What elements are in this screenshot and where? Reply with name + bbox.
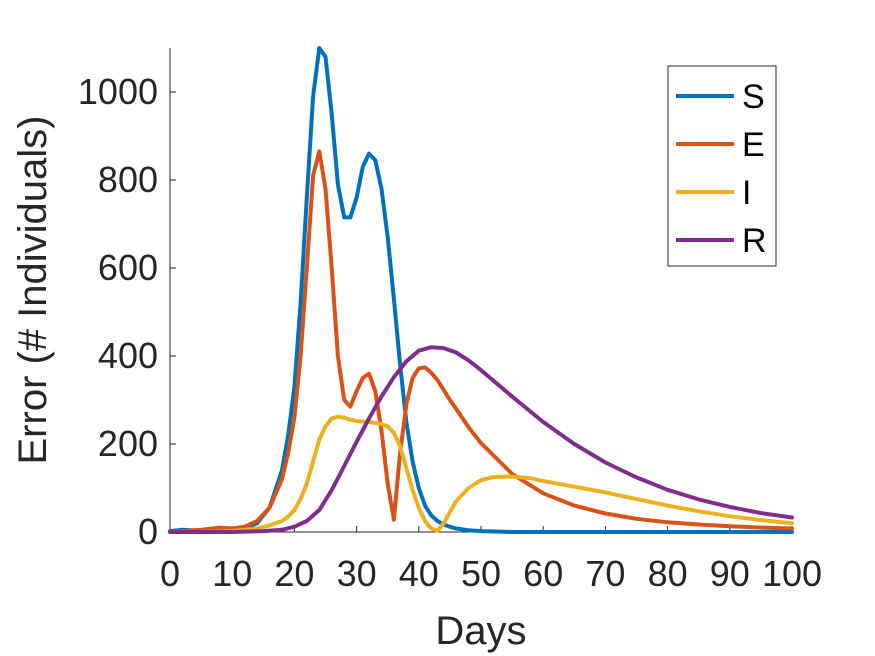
y-tick-label: 0 (138, 511, 158, 552)
legend-label-e: E (742, 126, 765, 164)
x-tick-label: 80 (648, 553, 688, 594)
x-axis-label: Days (435, 609, 526, 653)
legend-label-s: S (742, 78, 765, 116)
series-line-e (168, 149, 794, 534)
x-tick-label: 0 (160, 553, 180, 594)
y-tick-label: 400 (98, 335, 158, 376)
legend-label-r: R (742, 222, 767, 260)
x-tick-label: 70 (585, 553, 625, 594)
x-tick-label: 50 (461, 553, 501, 594)
x-tick-label: 20 (274, 553, 314, 594)
series-layer (168, 46, 794, 534)
y-tick-label: 800 (98, 159, 158, 200)
y-axis-label: Error (# Individuals) (11, 115, 55, 464)
y-tick-label: 600 (98, 247, 158, 288)
y-tick-label: 1000 (78, 71, 158, 112)
y-tick-label: 200 (98, 423, 158, 464)
x-tick-label: 40 (399, 553, 439, 594)
legend-label-i: I (742, 174, 751, 212)
series-line-r (168, 345, 794, 534)
x-tick-label: 100 (762, 553, 822, 594)
x-tick-label: 60 (523, 553, 563, 594)
x-tick-label: 30 (337, 553, 377, 594)
y-axis: 0 200 400 600 800 1000 (78, 48, 176, 552)
x-axis: 0 10 20 30 40 50 60 70 80 90 100 (160, 526, 822, 594)
x-tick-label: 90 (710, 553, 750, 594)
series-line-i (168, 414, 794, 534)
legend-box (667, 65, 777, 267)
x-tick-label: 10 (212, 553, 252, 594)
